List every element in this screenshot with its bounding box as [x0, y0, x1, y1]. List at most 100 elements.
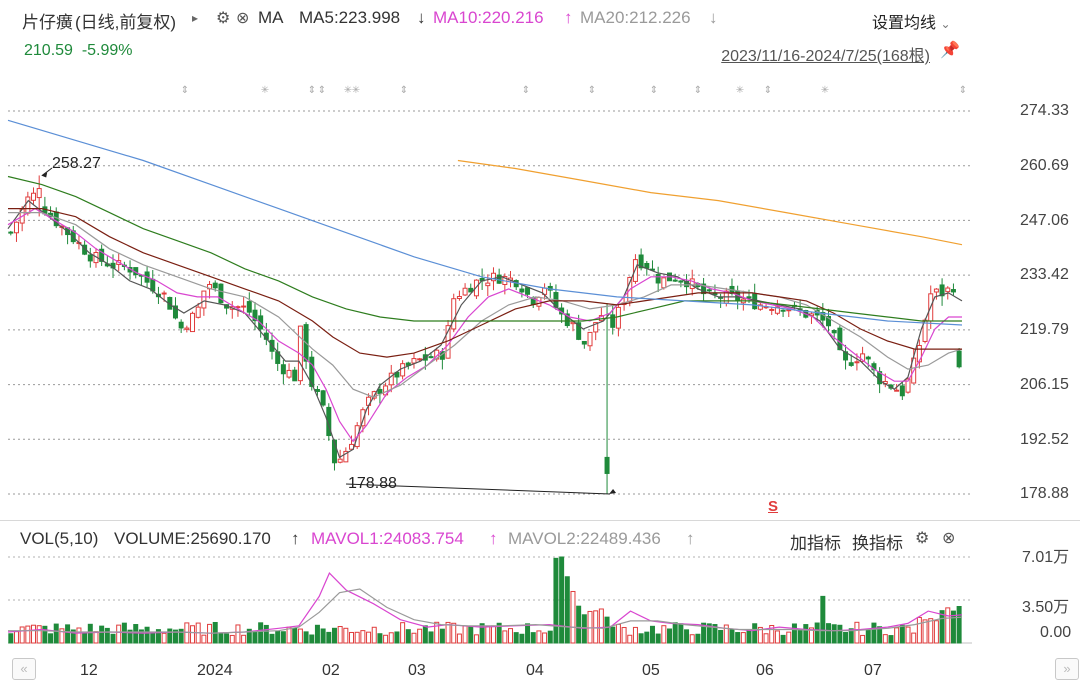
volume-bar: [672, 622, 678, 644]
event-icon: ⇕: [694, 85, 702, 96]
x-tick: 2024: [197, 662, 233, 679]
volume-bar: [797, 628, 803, 644]
volume-bar: [718, 629, 724, 644]
candle-body: [31, 192, 37, 201]
candle-body: [246, 301, 252, 313]
volume-value: VOLUME:25690.170: [114, 529, 271, 548]
volume-bar: [820, 595, 826, 644]
volume-bar: [42, 625, 48, 644]
volume-bar: [434, 621, 440, 644]
vol-label: VOL(5,10): [20, 529, 99, 548]
candle-body: [826, 315, 832, 327]
volume-bar: [860, 634, 866, 644]
candle-body: [490, 272, 496, 282]
volume-bar: [661, 625, 667, 644]
mavol1-value: MAVOL1:24083.754: [311, 529, 464, 548]
volume-bar: [621, 627, 627, 644]
volume-bar: [82, 632, 88, 644]
volume-bar: [542, 632, 548, 644]
volume-bar: [394, 631, 400, 644]
candle-body: [400, 363, 406, 377]
volume-bar: [25, 625, 31, 644]
volume-bar: [360, 630, 366, 644]
gear-icon[interactable]: ⚙: [216, 10, 231, 27]
candle-body: [388, 372, 394, 386]
event-icon: ✳: [344, 85, 352, 96]
volume-bar: [229, 634, 235, 644]
event-marker[interactable]: S: [768, 498, 779, 515]
volume-bar: [241, 634, 247, 644]
ma-line-ma120: [7, 119, 963, 326]
price-change: 210.59 -5.99%: [24, 42, 133, 60]
vol-ma-line-mavol2: [8, 588, 963, 634]
candle-body: [661, 277, 667, 289]
switch-indicator-button[interactable]: 换指标: [852, 534, 903, 553]
volume-bar: [53, 623, 59, 644]
volume-bar: [905, 626, 911, 644]
y-tick: 206.15: [1020, 376, 1069, 393]
volume-bar: [956, 606, 962, 644]
gear-icon[interactable]: ⚙: [915, 530, 930, 547]
ma5-value: MA5:223.998: [299, 8, 401, 27]
pin-icon[interactable]: 📌: [940, 42, 960, 59]
volume-bar: [326, 631, 332, 644]
ma-label: MA: [258, 8, 284, 27]
volume-bar: [155, 629, 161, 644]
volume-bar: [916, 616, 922, 644]
close-icon[interactable]: ⊗: [942, 530, 956, 547]
candle-body: [899, 385, 905, 397]
candle-body: [473, 279, 479, 297]
volume-bar: [945, 607, 951, 644]
vol-tick: 3.50万: [1022, 599, 1070, 616]
set-ma-button[interactable]: 设置均线 ⌄: [872, 9, 951, 33]
candle-body: [218, 283, 224, 304]
candle-body: [161, 292, 167, 295]
high-annotation: 258.27: [52, 155, 101, 172]
scroll-right-button[interactable]: »: [1055, 658, 1079, 680]
volume-bar: [303, 631, 309, 644]
add-indicator-button[interactable]: 加指标: [790, 534, 841, 553]
candle-body: [309, 356, 315, 387]
vol-tick: 0.00: [1040, 624, 1072, 641]
event-icon: ⇕: [650, 85, 658, 96]
candle-body: [280, 364, 286, 375]
volume-bar: [780, 634, 786, 644]
volume-bar: [536, 630, 542, 644]
volume-bar: [786, 631, 792, 644]
candle-body: [780, 309, 786, 312]
volume-bar: [610, 626, 616, 644]
volume-bar: [899, 624, 905, 644]
volume-bar: [150, 631, 156, 644]
volume-bar: [422, 625, 428, 644]
event-icon: ⇕: [588, 85, 596, 96]
volume-bar: [411, 632, 417, 644]
volume-bar: [133, 624, 139, 644]
x-tick: 03: [408, 662, 426, 679]
event-icon: ✳: [261, 85, 269, 96]
x-tick: 07: [864, 662, 882, 679]
candle-body: [25, 196, 31, 214]
volume-bar: [638, 633, 644, 644]
volume-bar: [485, 625, 491, 644]
volume-bar: [309, 634, 315, 644]
candle-body: [314, 389, 320, 392]
volume-bar: [803, 624, 809, 644]
candle-body: [837, 327, 843, 351]
event-icon: ⇕: [181, 85, 189, 96]
candle-body: [190, 312, 196, 333]
candle-body: [468, 287, 474, 293]
volume-bar: [138, 629, 144, 644]
candle-body: [956, 350, 962, 368]
play-icon[interactable]: ▸: [192, 11, 199, 25]
volume-bar: [525, 623, 531, 644]
volume-bar: [252, 631, 258, 644]
volume-bar: [31, 624, 37, 644]
volume-bar: [70, 629, 76, 644]
volume-bar: [201, 634, 207, 644]
candle-body: [854, 361, 860, 364]
candle-body: [178, 321, 184, 329]
scroll-left-button[interactable]: «: [12, 658, 36, 680]
volume-bar: [462, 625, 468, 644]
close-icon[interactable]: ⊗: [236, 10, 250, 27]
